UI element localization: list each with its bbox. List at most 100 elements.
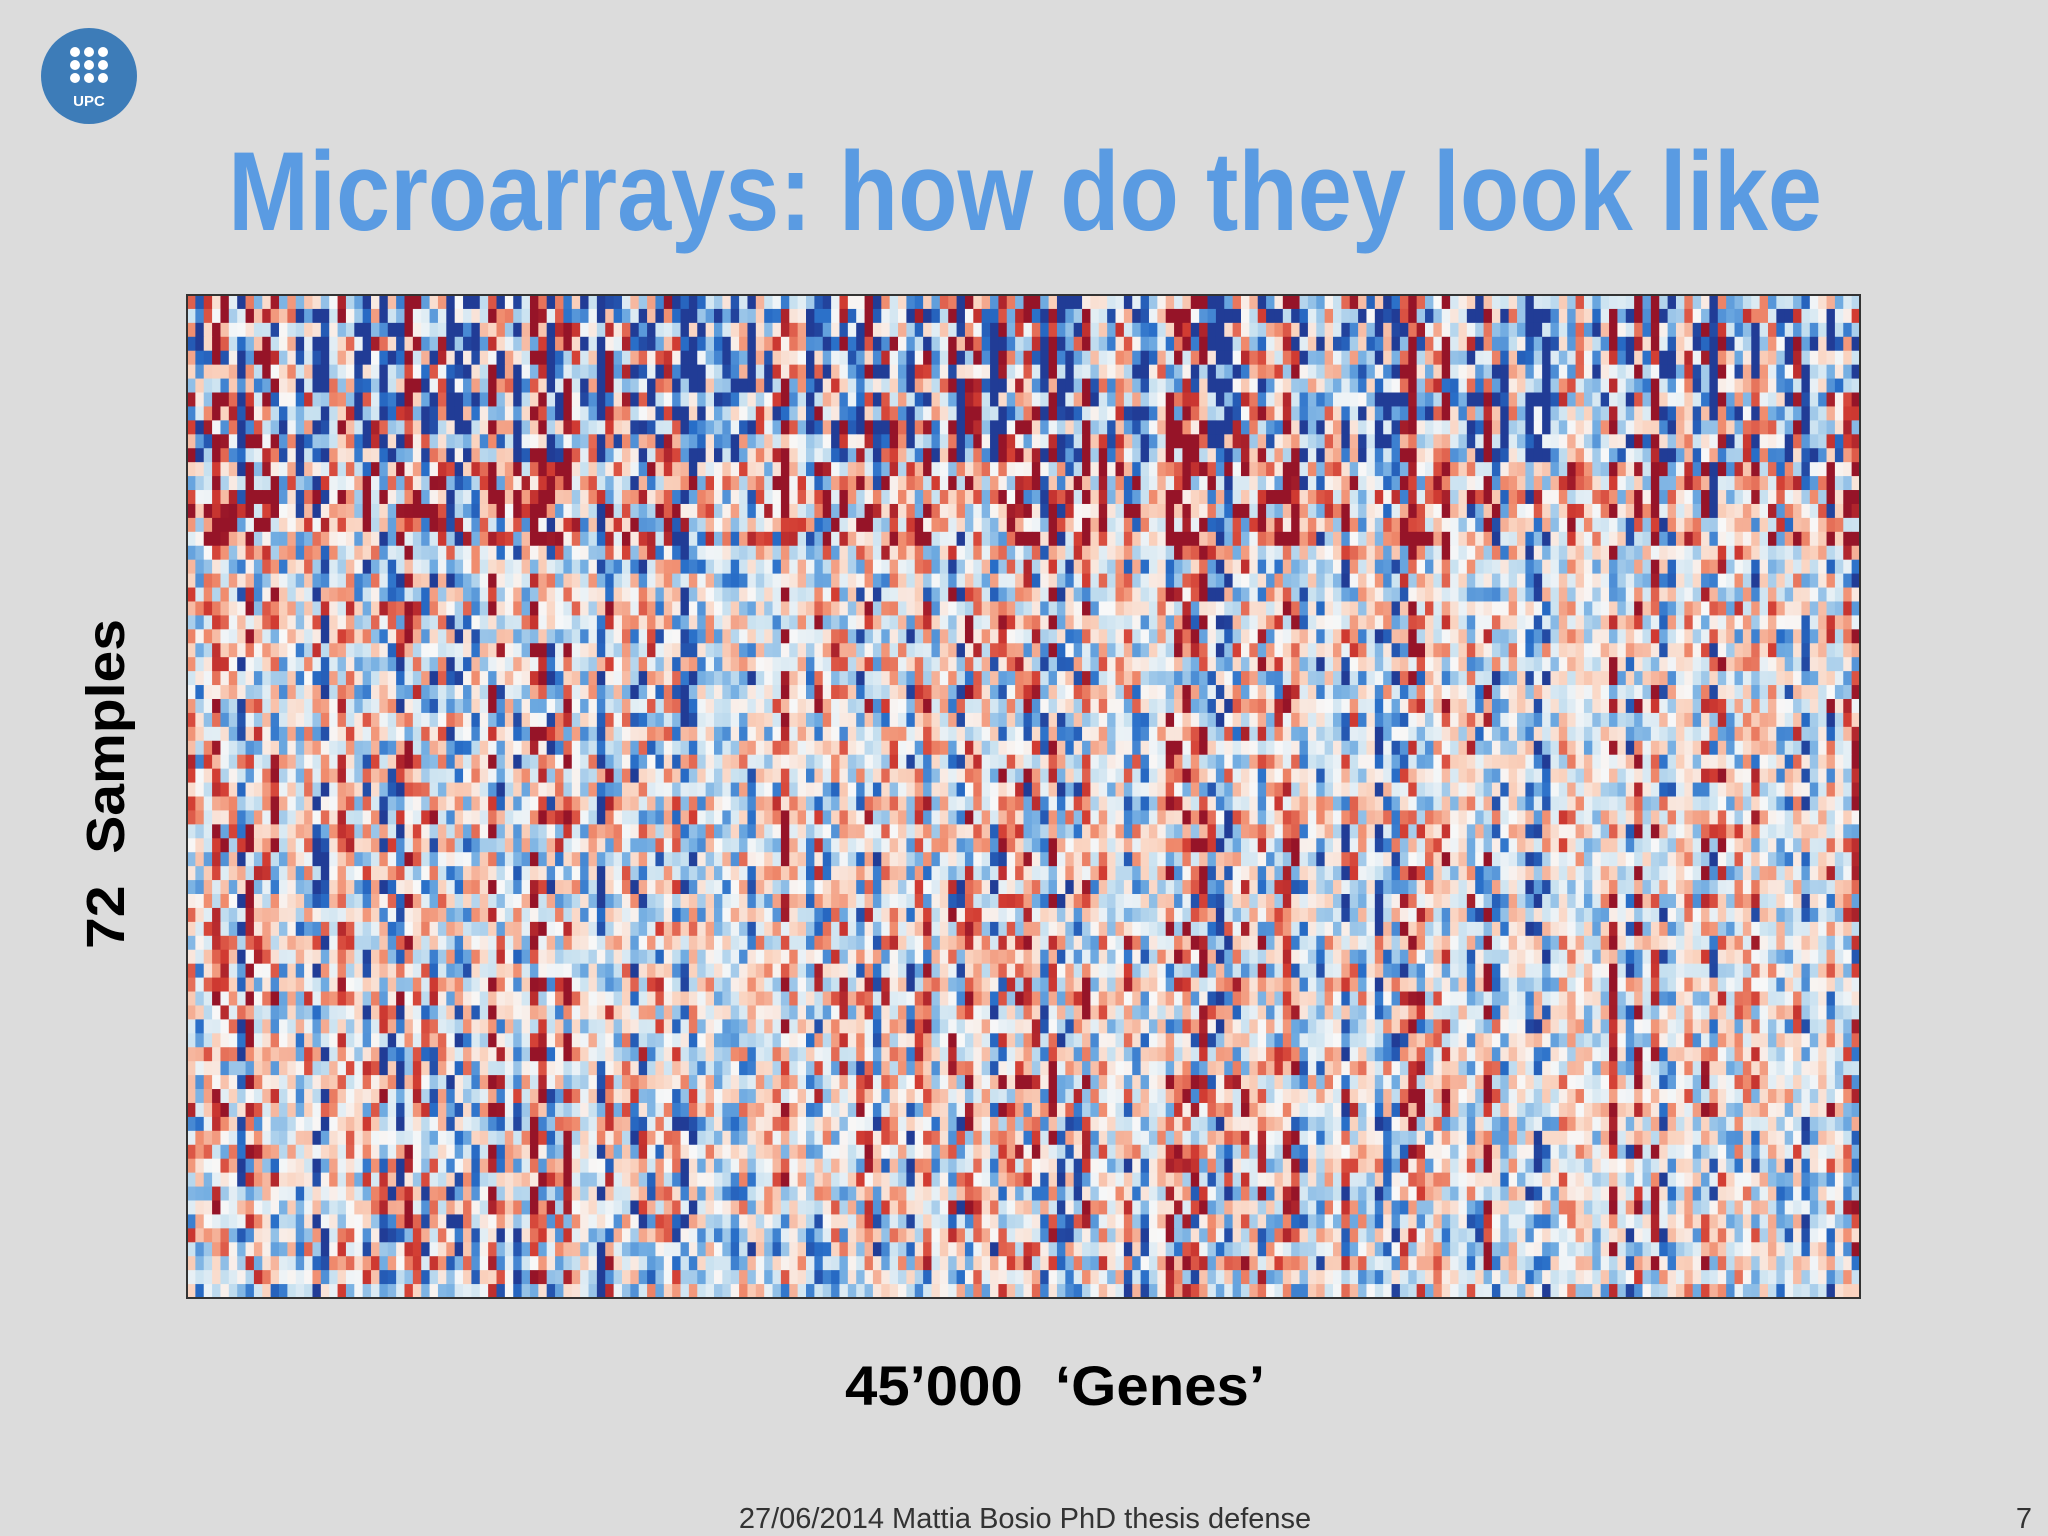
heatmap-cell xyxy=(1776,378,1786,393)
heatmap-cell xyxy=(1207,420,1217,435)
heatmap-cell xyxy=(1174,364,1183,379)
heatmap-cell xyxy=(730,406,740,421)
heatmap-cell xyxy=(471,476,481,491)
heatmap-cell xyxy=(1266,545,1275,561)
heatmap-cell xyxy=(1157,545,1167,561)
heatmap-cell xyxy=(772,434,782,449)
heatmap-cell xyxy=(429,545,439,561)
heatmap-cell xyxy=(1056,336,1066,352)
heatmap-cell xyxy=(1333,476,1342,491)
heatmap-cell xyxy=(1675,406,1685,421)
heatmap-cell xyxy=(939,615,949,630)
heatmap-cell xyxy=(1793,350,1802,366)
heatmap-cell xyxy=(931,490,941,505)
heatmap-cell xyxy=(1056,615,1066,630)
heatmap-cell xyxy=(295,531,305,547)
heatmap-cell xyxy=(1232,573,1242,588)
heatmap-cell xyxy=(546,476,556,491)
heatmap-cell xyxy=(1659,587,1669,602)
heatmap-cell xyxy=(1031,378,1041,393)
heatmap-cell xyxy=(822,476,832,491)
heatmap-cell xyxy=(1441,503,1451,519)
heatmap-cell xyxy=(1533,295,1543,310)
heatmap-cell xyxy=(571,503,581,519)
heatmap-cell xyxy=(1165,559,1175,575)
heatmap-cell xyxy=(387,295,397,310)
heatmap-cell xyxy=(1701,378,1710,393)
heatmap-cell xyxy=(1358,378,1367,393)
heatmap-cell xyxy=(948,336,957,352)
heatmap-cell xyxy=(1742,587,1752,602)
heatmap-cell xyxy=(421,434,430,449)
heatmap-cell xyxy=(521,545,531,561)
heatmap-cell xyxy=(739,615,748,630)
heatmap-cell xyxy=(1082,476,1091,491)
heatmap-cell xyxy=(939,406,949,421)
heatmap-cell xyxy=(220,420,230,435)
heatmap-cell xyxy=(1675,420,1685,435)
heatmap-cell xyxy=(1491,420,1501,435)
heatmap-cell xyxy=(1366,615,1376,630)
heatmap-cell xyxy=(730,392,740,407)
heatmap-cell xyxy=(354,448,364,463)
heatmap-cell xyxy=(1065,503,1075,519)
heatmap-cell xyxy=(1140,517,1150,533)
heatmap-cell xyxy=(1734,420,1744,435)
heatmap-cell xyxy=(1115,350,1125,366)
heatmap-cell xyxy=(1274,322,1284,338)
heatmap-cell xyxy=(287,420,297,435)
heatmap-cell xyxy=(981,503,991,519)
heatmap-cell xyxy=(747,601,757,616)
heatmap-cell xyxy=(1433,336,1443,352)
heatmap-cell xyxy=(856,531,865,547)
heatmap-cell xyxy=(1767,364,1777,379)
heatmap-cell xyxy=(1341,308,1351,324)
heatmap-cell xyxy=(479,490,489,505)
heatmap-cell xyxy=(923,350,932,366)
heatmap-cell xyxy=(1366,629,1376,644)
heatmap-cell xyxy=(1048,601,1058,616)
heatmap-cell xyxy=(1425,364,1434,379)
heatmap-cell xyxy=(488,322,497,338)
heatmap-cell xyxy=(412,531,422,547)
heatmap-cell xyxy=(906,378,916,393)
heatmap-cell xyxy=(212,601,221,616)
heatmap-cell xyxy=(1751,517,1761,533)
heatmap-cell xyxy=(1734,587,1744,602)
heatmap-cell xyxy=(1642,587,1652,602)
heatmap-cell xyxy=(1082,587,1091,602)
heatmap-cell xyxy=(1366,573,1376,588)
heatmap-cell xyxy=(488,476,497,491)
heatmap-cell xyxy=(755,476,765,491)
heatmap-cell xyxy=(856,559,865,575)
heatmap-cell xyxy=(1692,406,1702,421)
heatmap-cell xyxy=(1483,615,1493,630)
heatmap-cell xyxy=(1224,462,1234,477)
heatmap-cell xyxy=(948,308,957,324)
heatmap-cell xyxy=(1257,322,1267,338)
heatmap-cell xyxy=(764,503,773,519)
heatmap-cell xyxy=(1115,420,1125,435)
heatmap-cell xyxy=(789,601,799,616)
heatmap-cell xyxy=(387,601,397,616)
heatmap-cell xyxy=(1249,350,1259,366)
heatmap-cell xyxy=(1826,559,1836,575)
heatmap-cell xyxy=(814,350,824,366)
heatmap-cell xyxy=(1458,476,1468,491)
heatmap-cell xyxy=(538,601,548,616)
heatmap-cell xyxy=(655,462,665,477)
heatmap-cell xyxy=(613,476,623,491)
heatmap-cell xyxy=(1701,615,1710,630)
heatmap-cell xyxy=(948,392,957,407)
heatmap-cell xyxy=(1642,490,1652,505)
heatmap-cell xyxy=(1307,462,1317,477)
heatmap-cell xyxy=(1525,559,1535,575)
heatmap-cell xyxy=(1215,503,1225,519)
heatmap-cell xyxy=(1709,559,1719,575)
heatmap-cell xyxy=(680,336,690,352)
heatmap-cell xyxy=(1826,434,1836,449)
heatmap-cell xyxy=(613,601,623,616)
heatmap-cell xyxy=(1809,350,1819,366)
heatmap-cell xyxy=(195,462,205,477)
heatmap-cell xyxy=(772,392,782,407)
